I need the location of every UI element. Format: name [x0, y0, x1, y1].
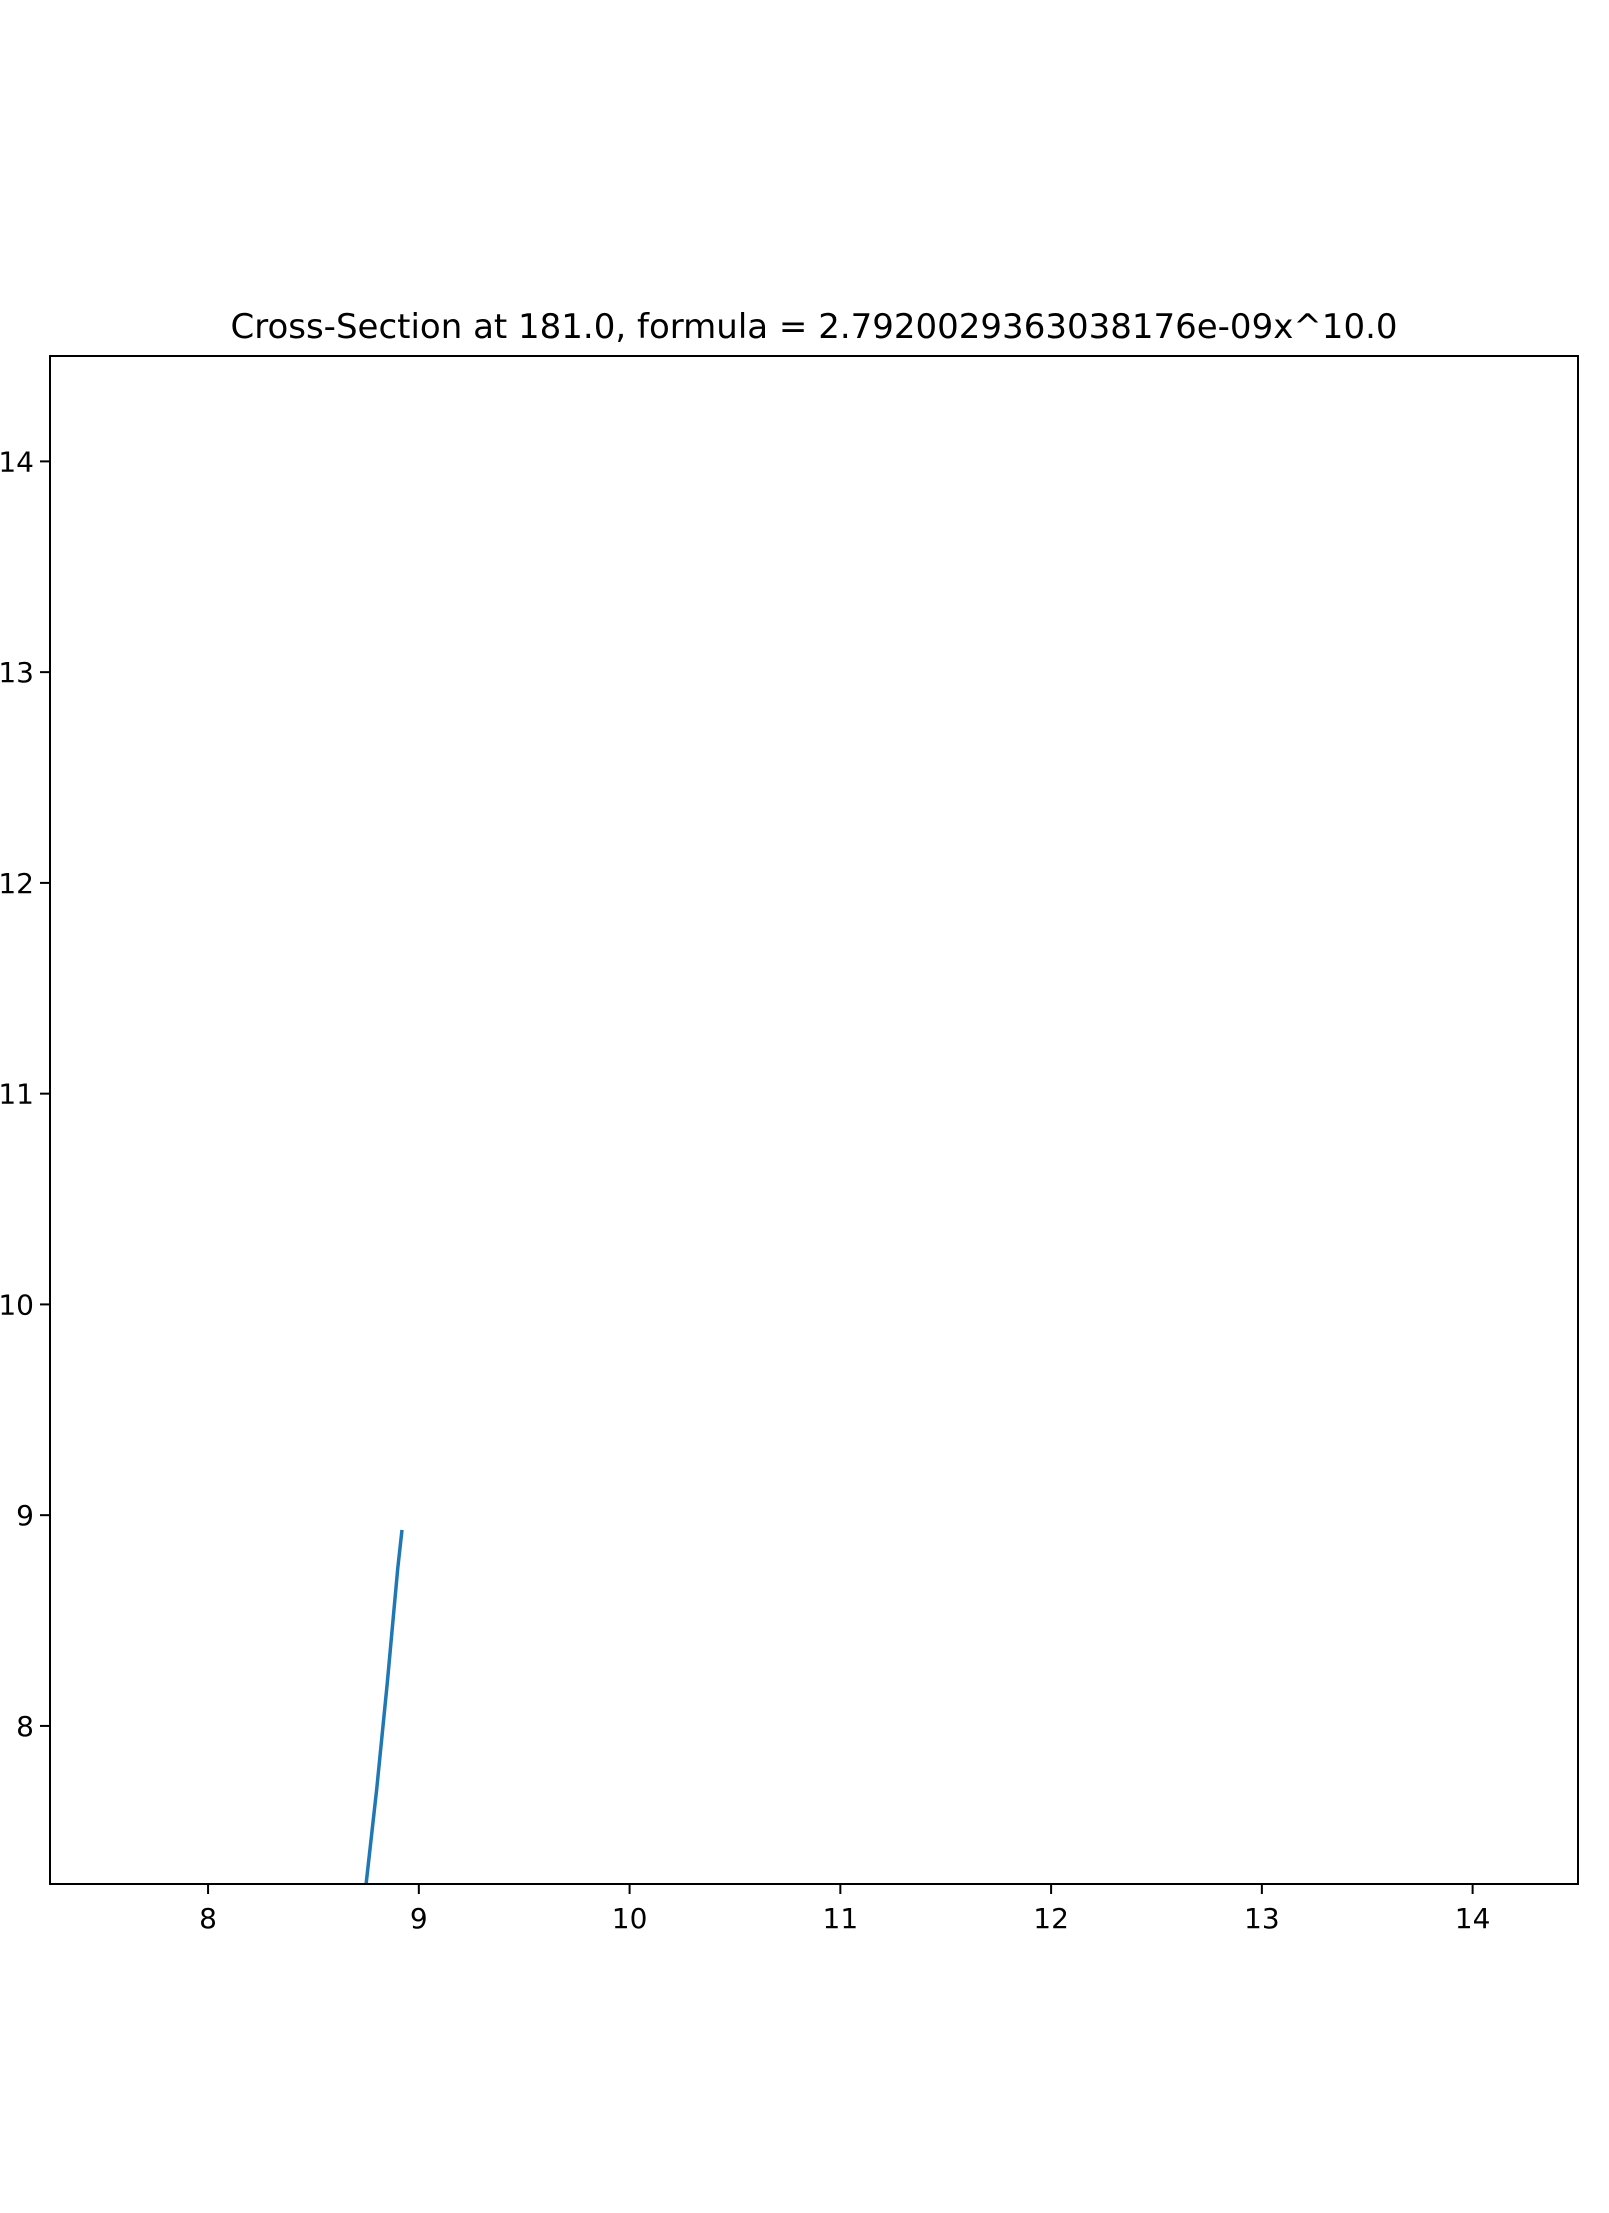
y-tick-label: 11	[0, 1078, 34, 1111]
x-tick-label: 9	[410, 1902, 428, 1935]
x-tick-label: 14	[1455, 1902, 1491, 1935]
x-tick-label: 13	[1244, 1902, 1280, 1935]
series-line-0	[364, 1529, 404, 1885]
x-tick-label: 11	[823, 1902, 859, 1935]
plot-lines	[364, 1529, 404, 1885]
y-tick-label: 13	[0, 656, 34, 689]
y-axis: 8 9 10 11 12 13 14	[0, 445, 50, 1743]
plot-frame	[49, 355, 1579, 1885]
y-tick-label: 12	[0, 867, 34, 900]
y-tick-label: 10	[0, 1288, 34, 1321]
x-tick-label: 12	[1033, 1902, 1069, 1935]
x-axis: 8 9 10 11 12 13 14	[199, 1884, 1490, 1935]
y-tick-label: 14	[0, 445, 34, 478]
y-tick-label: 8	[16, 1710, 34, 1743]
y-tick-label: 9	[16, 1499, 34, 1532]
chart-title: Cross-Section at 181.0, formula = 2.7920…	[230, 307, 1397, 347]
x-tick-label: 8	[199, 1902, 217, 1935]
x-tick-label: 10	[612, 1902, 648, 1935]
